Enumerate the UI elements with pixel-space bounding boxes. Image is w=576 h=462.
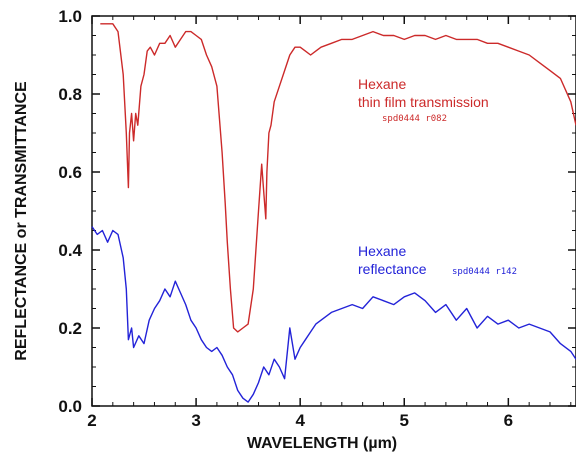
transmission-label-line1: Hexane — [358, 76, 406, 92]
chart-labels: Hexane thin film transmission spd0444 r082… — [358, 76, 517, 277]
chart-series — [92, 24, 576, 402]
y-tick-label: 0.6 — [58, 163, 82, 182]
x-tick-label: 2 — [87, 411, 96, 430]
y-tick-label: 0.4 — [58, 241, 82, 260]
series-line-transmission — [100, 24, 576, 332]
x-tick-label: 4 — [295, 411, 305, 430]
x-tick-label: 3 — [191, 411, 200, 430]
transmission-spectrum-id: spd0444 r082 — [382, 114, 447, 124]
y-tick-label: 0.8 — [58, 85, 82, 104]
x-tick-label: 5 — [400, 411, 409, 430]
reflectance-spectrum-id: spd0444 r142 — [452, 267, 517, 277]
y-tick-label: 0.0 — [58, 397, 82, 416]
y-tick-label: 1.0 — [58, 7, 82, 26]
transmission-label-line2: thin film transmission — [358, 94, 489, 110]
series-line-reflectance — [92, 227, 576, 403]
y-tick-label: 0.2 — [58, 319, 82, 338]
chart-axes: 2 3 4 5 6 0.0 0.2 0.4 0.6 0.8 1.0 WAVELENGTH (µm) RE… — [13, 7, 576, 452]
plot-frame — [92, 16, 576, 406]
x-tick-label: 6 — [504, 411, 513, 430]
y-axis-title: REFLECTANCE or TRANSMITTANCE — [13, 81, 30, 361]
reflectance-label-line1: Hexane — [358, 243, 406, 259]
reflectance-label-line2: reflectance — [358, 261, 427, 277]
x-axis-title: WAVELENGTH (µm) — [247, 435, 397, 452]
